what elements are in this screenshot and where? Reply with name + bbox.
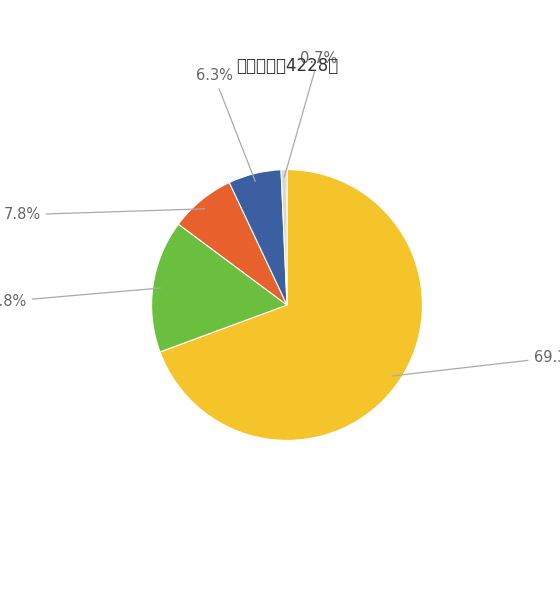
Wedge shape [160,170,422,440]
Wedge shape [229,170,287,305]
Text: 7.8%: 7.8% [3,207,204,222]
Text: 69.3%: 69.3% [393,350,560,376]
Text: 6.3%: 6.3% [195,68,255,181]
Wedge shape [179,182,287,305]
Text: 15.8%: 15.8% [0,288,160,309]
Wedge shape [152,224,287,352]
Title: 対象人数：4228人: 対象人数：4228人 [236,57,338,76]
Wedge shape [281,170,287,305]
Text: 0.7%: 0.7% [284,51,337,178]
